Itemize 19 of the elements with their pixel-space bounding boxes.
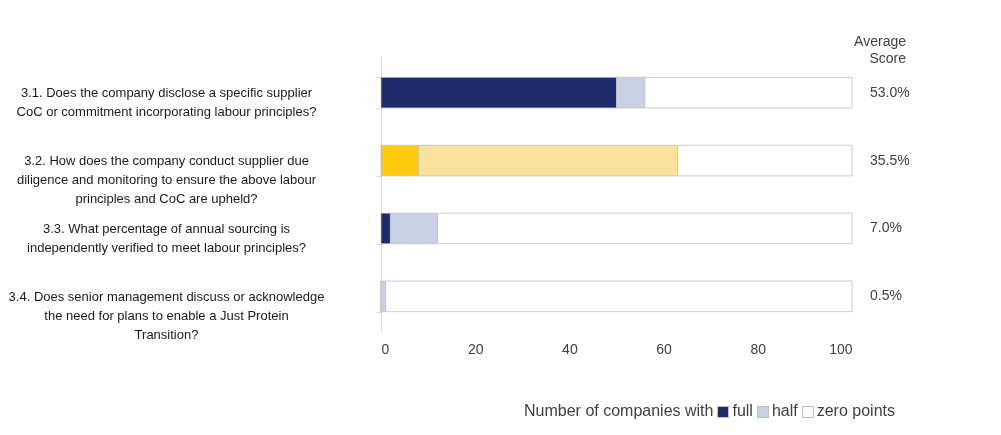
x-tick-label: 100 bbox=[829, 340, 853, 357]
y-tick-label: 3.4. Does senior management discuss or acknowledge the need for plans to enable a Just Protein Transition? bbox=[8, 288, 325, 342]
x-tick-label: 80 bbox=[750, 340, 767, 357]
legend-label: full bbox=[732, 402, 753, 419]
y2-axis-title: Average Score bbox=[854, 33, 907, 66]
x-tick-label: 0 bbox=[381, 340, 390, 357]
x-axis-title: Number of companies with bbox=[524, 402, 714, 419]
y-tick-label: 3.2. How does the company conduct supplier due diligence and monitoring to ensure the above labour principles and CoC are upheld? bbox=[16, 153, 317, 207]
x-tick-label: 60 bbox=[656, 340, 673, 357]
text: 35.5% bbox=[870, 151, 910, 168]
y-tick-label: 3.1. Does the company disclose a specific supplier CoC or commitment incorporating labour principles? bbox=[16, 85, 317, 120]
text: 0.5% bbox=[870, 287, 902, 304]
x-tick-label: 40 bbox=[562, 340, 578, 357]
text: 7.0% bbox=[870, 219, 902, 236]
y-tick-label: 3.3. What percentage of annual sourcing is independently verified to meet labour principles? bbox=[27, 220, 306, 255]
legend-label: half bbox=[771, 402, 798, 419]
x-tick-label: 20 bbox=[467, 340, 484, 357]
legend-label: zero points bbox=[816, 402, 895, 419]
text: 53.0% bbox=[870, 83, 910, 100]
